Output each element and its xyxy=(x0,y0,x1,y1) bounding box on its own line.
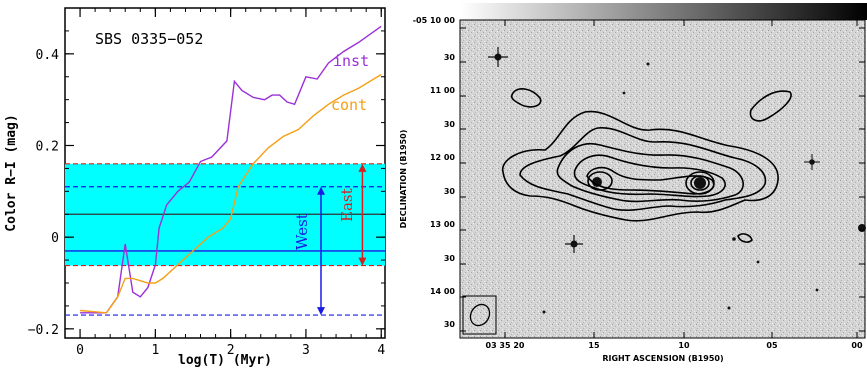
east-range-arrow xyxy=(358,163,367,266)
y-tick-label: 0 xyxy=(51,231,59,246)
y-tick-label: 0.2 xyxy=(36,140,59,155)
inst-label: inst xyxy=(333,52,369,70)
dec-tick-label: -05 10 00 xyxy=(413,16,456,25)
contour-island xyxy=(749,90,792,122)
contour-knot-east xyxy=(685,171,715,195)
contour-2 xyxy=(519,127,767,212)
star xyxy=(542,310,546,314)
star xyxy=(646,62,650,66)
ra-tick-label: 10 xyxy=(678,341,690,350)
contour-island xyxy=(737,233,753,243)
dec-tick-label: 14 00 xyxy=(430,287,455,296)
dec-tick-label: 30 xyxy=(444,120,456,129)
ra-tick-label: 03 35 20 xyxy=(486,341,525,350)
ra-axis-label: RIGHT ASCENSION (B1950) xyxy=(602,354,723,363)
ra-tick-label: 00 xyxy=(851,341,863,350)
contour-5 xyxy=(586,166,715,195)
y-tick-label: 0.4 xyxy=(36,48,60,63)
ra-tick-label: 15 xyxy=(588,341,600,350)
star-spike xyxy=(488,47,508,67)
dec-tick-label: 30 xyxy=(444,53,456,62)
left-chart: SBS 0335−052 inst cont West East Color R… xyxy=(4,7,386,368)
star-spike xyxy=(565,235,583,253)
contour-knot-east-inner xyxy=(690,175,710,191)
east-label: East xyxy=(338,188,356,222)
dec-tick-label: 30 xyxy=(444,187,456,196)
star xyxy=(756,260,760,264)
star xyxy=(815,288,819,292)
dec-axis-label: DECLINATION (B1950) xyxy=(399,130,408,229)
dec-tick-label: 13 00 xyxy=(430,220,455,229)
left-x-axis-label: log(T) (Myr) xyxy=(178,353,272,368)
left-chart-title: SBS 0335−052 xyxy=(95,30,203,48)
image-frame-ticks xyxy=(460,20,865,338)
galaxy-knot xyxy=(592,177,602,187)
contour-island xyxy=(510,88,542,108)
y-tick-label: −0.2 xyxy=(28,323,59,338)
right-image-panel: -05 10 00 30 11 00 30 12 00 30 13 00 30 … xyxy=(399,3,867,363)
left-y-axis-label: Color R−I (mag) xyxy=(4,114,19,231)
ra-tick-labels: 03 35 20 15 10 05 00 xyxy=(486,341,863,350)
series-cont-line xyxy=(80,73,382,314)
radio-contours xyxy=(502,88,792,243)
west-range-arrow xyxy=(317,186,325,316)
cont-label: cont xyxy=(331,96,367,114)
galaxy-knot xyxy=(694,177,706,189)
x-tick-label: 4 xyxy=(377,343,385,358)
contour-outer xyxy=(502,110,779,222)
dec-tick-labels: -05 10 00 30 11 00 30 12 00 30 13 00 30 … xyxy=(413,16,456,329)
star xyxy=(622,91,626,95)
west-label: West xyxy=(293,213,311,250)
x-tick-label: 2 xyxy=(227,343,235,358)
star xyxy=(727,306,731,310)
series-inst-line xyxy=(80,25,382,314)
star-spike xyxy=(804,154,820,170)
dec-tick-label: 12 00 xyxy=(430,153,455,162)
axis-ticks xyxy=(64,7,385,338)
star xyxy=(858,224,866,232)
tick-labels: 0 1 2 3 4 −0.2 0 0.2 0.4 xyxy=(28,48,386,358)
x-tick-label: 0 xyxy=(76,343,84,358)
x-tick-label: 1 xyxy=(151,343,159,358)
beam-ellipse xyxy=(469,303,491,327)
contour-knot-west xyxy=(587,171,613,191)
star xyxy=(732,237,736,241)
contour-3 xyxy=(556,143,744,203)
grayscale-colorbar xyxy=(460,3,867,20)
dec-tick-label: 30 xyxy=(444,320,456,329)
dec-tick-label: 30 xyxy=(444,254,456,263)
dec-tick-label: 11 00 xyxy=(430,86,455,95)
ra-tick-label: 05 xyxy=(766,341,778,350)
x-tick-label: 3 xyxy=(302,343,310,358)
beam-box xyxy=(462,295,497,335)
